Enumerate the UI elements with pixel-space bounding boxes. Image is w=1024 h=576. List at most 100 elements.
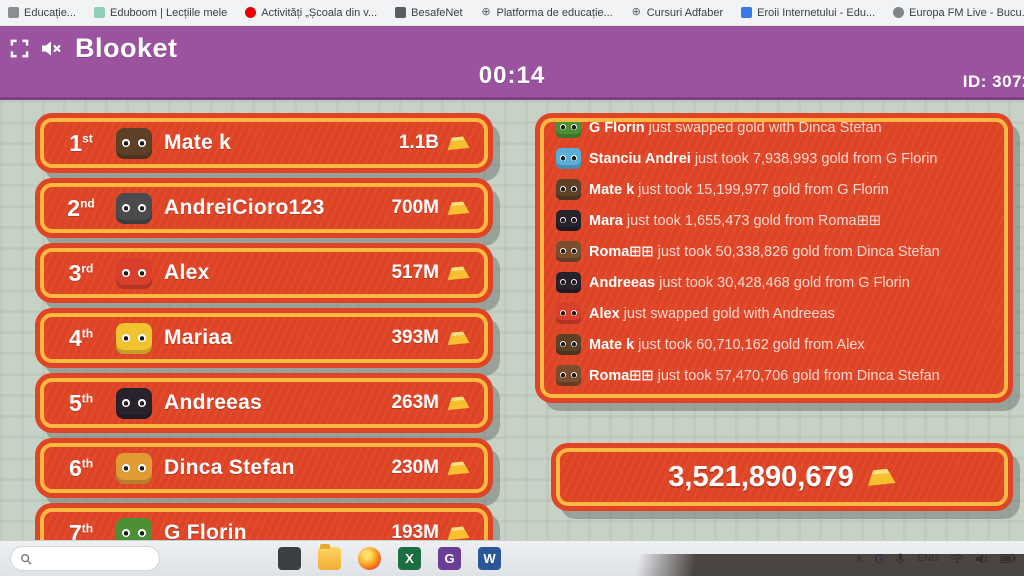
total-gold-value: 3,521,890,679 <box>668 460 854 493</box>
feed-message: just took 60,710,162 gold from Alex <box>638 336 865 353</box>
rank-label: 5th <box>68 389 94 416</box>
owl-avatar <box>116 127 152 159</box>
feed-event: Alex just swapped gold with Andreeas <box>556 298 992 329</box>
parrot-avatar <box>116 257 152 289</box>
game-area: 1st Mate k 1.1B 2nd AndreiCioro123 700M … <box>0 100 1024 576</box>
leaderboard-row: 1st Mate k 1.1B <box>40 118 488 168</box>
bookmark-item[interactable]: ⊕ Cursuri Adfaber <box>631 6 724 19</box>
feed-event: Stanciu Andrei just took 7,938,993 gold … <box>556 143 992 174</box>
feed-message: just took 50,338,826 gold from Dinca Ste… <box>657 243 940 260</box>
gold-amount: 193M <box>391 522 470 544</box>
bookmark-item[interactable]: BesafeNet <box>395 7 463 19</box>
gold-amount: 393M <box>391 327 470 349</box>
bookmarks-list: Educație... Eduboom | Lecțiile mele Acti… <box>8 7 1024 19</box>
feed-player-name: Roma⊞⊞ <box>589 367 654 384</box>
owl-avatar <box>556 179 581 200</box>
bookmark-label: Educație... <box>24 6 76 19</box>
feed-player-name: Mara <box>589 212 623 229</box>
fish-avatar <box>556 148 581 169</box>
fullscreen-icon[interactable] <box>10 39 29 58</box>
bookmark-item[interactable]: Europa FM Live - Bucu... <box>893 7 1024 19</box>
feed-event-text: Roma⊞⊞ just took 50,338,826 gold from Di… <box>589 244 940 260</box>
leaderboard: 1st Mate k 1.1B 2nd AndreiCioro123 700M … <box>40 118 488 558</box>
bookmark-favicon <box>93 7 105 18</box>
game-timer: 00:14 <box>478 62 546 89</box>
leaderboard-row: 5th Andreeas 263M <box>40 378 488 428</box>
gold-bar-icon <box>867 468 896 486</box>
feed-event-text: Stanciu Andrei just took 7,938,993 gold … <box>589 151 937 167</box>
firefox-icon[interactable] <box>358 547 381 570</box>
excel-icon[interactable]: X <box>398 547 421 570</box>
bookmark-item[interactable]: Eroii Internetului - Edu... <box>741 7 875 19</box>
feed-message: just took 15,199,977 gold from G Florin <box>638 181 889 198</box>
rank-label: 7th <box>68 519 94 546</box>
file-explorer-icon[interactable] <box>318 544 341 570</box>
bookmark-label: Eduboom | Lecțiile mele <box>109 6 228 19</box>
feed-event-text: G Florin just swapped gold with Dinca St… <box>589 119 882 136</box>
feed-event: Roma⊞⊞ just took 57,470,706 gold from Di… <box>556 360 992 391</box>
moose-avatar <box>556 241 581 262</box>
bookmark-item[interactable]: Educație... <box>8 7 76 19</box>
leaderboard-row: 3rd Alex 517M <box>40 248 488 298</box>
bookmark-label: Platforma de educație... <box>496 6 613 19</box>
feed-message: just took 1,655,473 gold from Roma⊞⊞ <box>626 212 881 229</box>
feed-event: Mate k just took 60,710,162 gold from Al… <box>556 329 992 360</box>
raccoon-avatar <box>116 192 152 224</box>
gold-amount: 230M <box>391 457 470 479</box>
bookmark-label: Cursuri Adfaber <box>646 6 724 19</box>
taskbar-icons: X G W <box>278 544 501 570</box>
gold-bar-icon <box>447 460 470 475</box>
bookmark-label: Eroii Internetului - Edu... <box>757 6 876 19</box>
feed-player-name: Andreeas <box>589 274 656 291</box>
geogebra-icon[interactable]: G <box>438 547 461 570</box>
pinned-app-icon[interactable] <box>278 547 301 570</box>
browser-bookmarks-bar: Educație... Eduboom | Lecțiile mele Acti… <box>0 0 1024 26</box>
rank-label: 4th <box>68 324 94 351</box>
gold-amount: 1.1B <box>399 132 470 154</box>
gold-bar-icon <box>447 135 470 150</box>
chick-avatar <box>116 322 152 354</box>
parrot-avatar <box>556 303 581 324</box>
bookmark-item[interactable]: Activități „Școala din v... <box>245 7 377 19</box>
gold-amount: 517M <box>391 262 470 284</box>
feed-message: just took 57,470,706 gold from Dinca Ste… <box>657 367 940 384</box>
feed-event-text: Mate k just took 15,199,977 gold from G … <box>589 182 889 198</box>
total-gold-box: 3,521,890,679 <box>556 448 1008 506</box>
feed-event-text: Mate k just took 60,710,162 gold from Al… <box>589 337 865 353</box>
rank-label: 1st <box>69 129 93 156</box>
gold-bar-icon <box>447 200 470 215</box>
event-feed: G Florin just swapped gold with Dinca St… <box>540 118 1008 398</box>
bookmark-item[interactable]: ⊕ Platforma de educație... <box>481 6 613 19</box>
feed-message: just took 30,428,468 gold from G Florin <box>659 274 910 291</box>
bookmark-favicon <box>245 7 257 18</box>
volume-muted-icon[interactable] <box>41 40 63 57</box>
taskbar-search[interactable] <box>10 546 160 571</box>
player-name: G Florin <box>164 521 247 544</box>
feed-player-name: G Florin <box>589 119 645 136</box>
feed-event: G Florin just swapped gold with Dinca St… <box>556 119 992 143</box>
owl-avatar <box>556 334 581 355</box>
word-icon[interactable]: W <box>478 547 501 570</box>
player-name: Dinca Stefan <box>164 456 295 479</box>
gold-bar-icon <box>447 265 470 280</box>
feed-player-name: Alex <box>589 305 620 322</box>
feed-event: Roma⊞⊞ just took 50,338,826 gold from Di… <box>556 236 992 267</box>
rank-label: 6th <box>68 454 94 481</box>
feed-player-name: Stanciu Andrei <box>589 150 691 167</box>
bookmark-label: Europa FM Live - Bucu... <box>909 6 1024 19</box>
bookmark-favicon <box>893 7 905 18</box>
bookmark-favicon <box>395 7 407 18</box>
rank-label: 2nd <box>67 194 95 221</box>
feed-event-text: Roma⊞⊞ just took 57,470,706 gold from Di… <box>589 368 940 384</box>
feed-list: G Florin just swapped gold with Dinca St… <box>556 119 992 391</box>
rank-label: 3rd <box>68 259 94 286</box>
bookmark-item[interactable]: Eduboom | Lecțiile mele <box>93 6 228 19</box>
leaderboard-row: 6th Dinca Stefan 230M <box>40 443 488 493</box>
player-name: Mate k <box>164 131 232 154</box>
gold-bar-icon <box>447 330 470 345</box>
bookmark-favicon <box>741 7 753 18</box>
leopard-avatar <box>116 452 152 484</box>
feed-player-name: Mate k <box>589 336 635 353</box>
feed-event: Mara just took 1,655,473 gold from Roma⊞… <box>556 205 992 236</box>
game-id: ID: 3072 <box>962 72 1024 91</box>
